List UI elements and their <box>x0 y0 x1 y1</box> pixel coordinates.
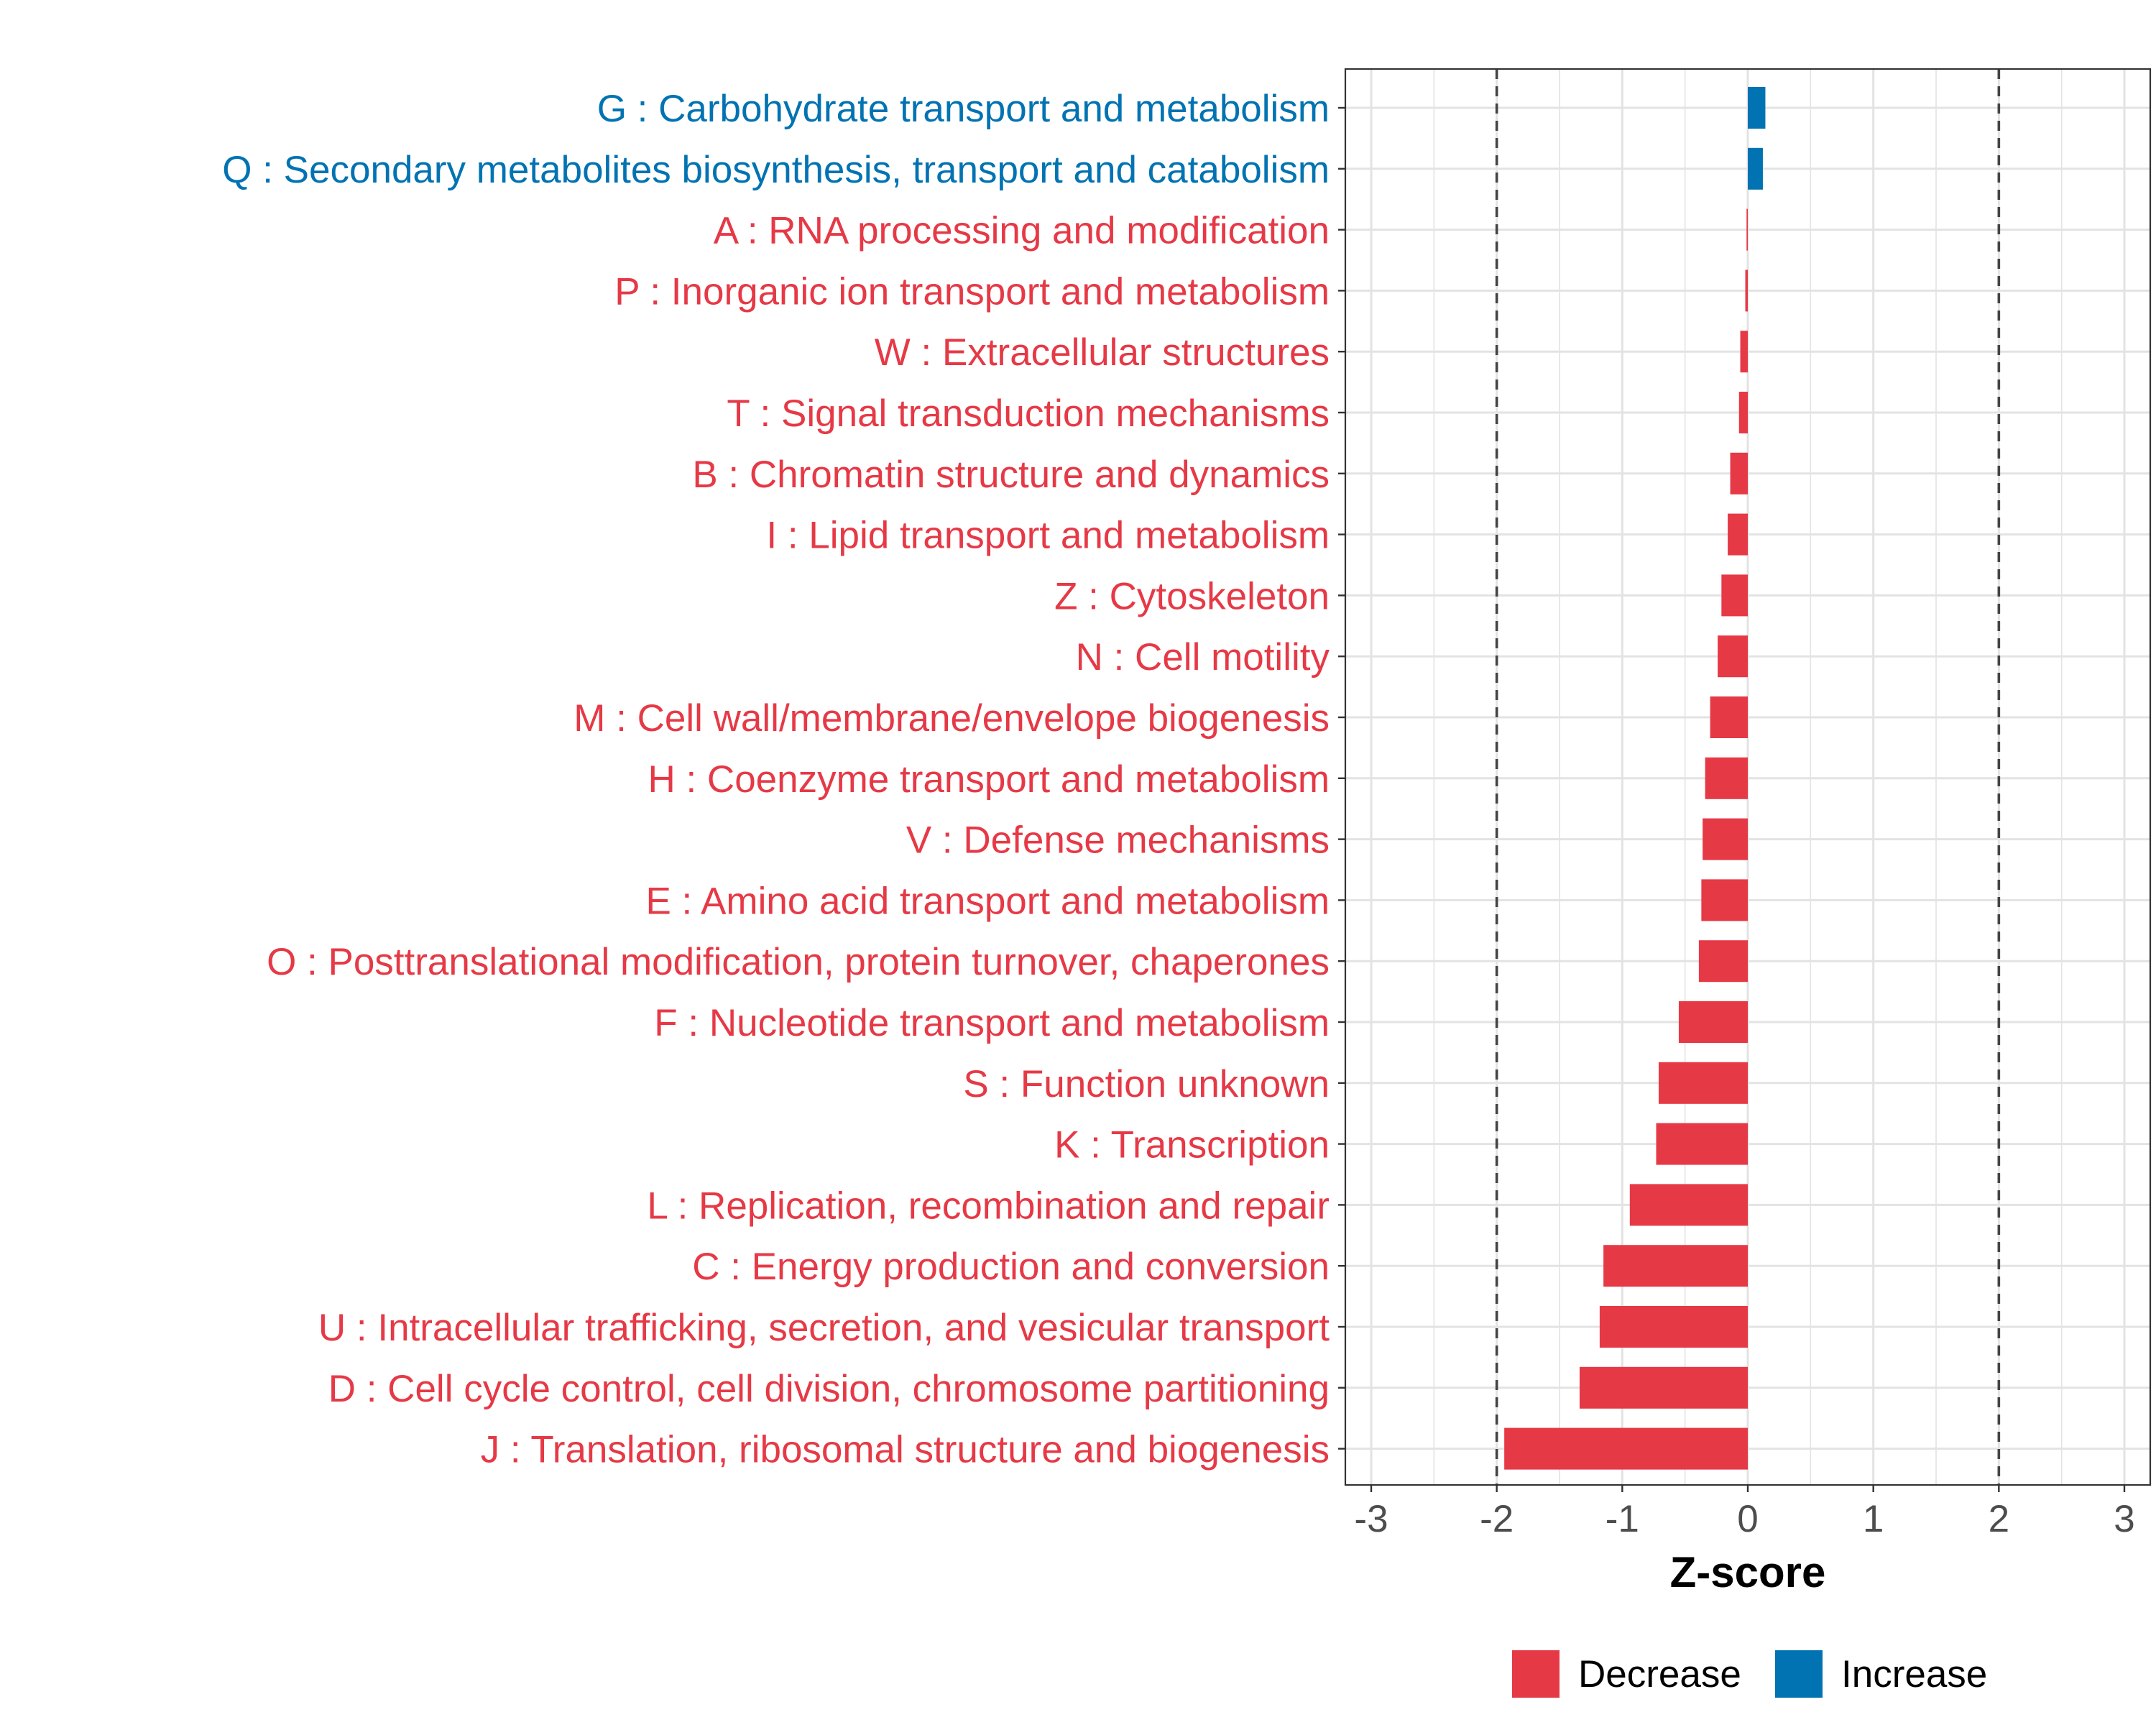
y-tick-label: I : Lipid transport and metabolism <box>766 515 1330 557</box>
x-axis-ticks: -3 -2 -1 0 1 2 3 <box>1354 1485 2135 1540</box>
legend-label-decrease: Decrease <box>1578 1653 1741 1696</box>
legend: Decrease Increase <box>1512 1650 1987 1698</box>
bar <box>1658 1062 1748 1104</box>
y-tick-label: K : Transcription <box>1054 1124 1330 1167</box>
y-tick-label: M : Cell wall/membrane/envelope biogenes… <box>573 697 1330 740</box>
y-tick-label: T : Signal transduction mechanisms <box>727 392 1330 435</box>
legend-swatch-decrease <box>1512 1650 1560 1698</box>
bar <box>1748 87 1766 129</box>
y-tick-label: C : Energy production and conversion <box>692 1246 1330 1288</box>
y-tick-label: D : Cell cycle control, cell division, c… <box>328 1368 1330 1410</box>
bar <box>1603 1245 1748 1287</box>
bar <box>1746 208 1748 251</box>
bar <box>1748 147 1763 190</box>
bar <box>1698 940 1748 983</box>
y-tick-label: E : Amino acid transport and metabolism <box>645 880 1330 922</box>
x-tick-label: 3 <box>2114 1498 2134 1540</box>
y-tick-label: P : Inorganic ion transport and metaboli… <box>614 270 1330 313</box>
bar <box>1599 1306 1748 1348</box>
x-tick-label: -2 <box>1480 1498 1514 1540</box>
bar <box>1656 1123 1748 1165</box>
x-tick-label: 2 <box>1989 1498 2009 1540</box>
y-tick-label: Z : Cytoskeleton <box>1054 575 1330 617</box>
y-tick-label: S : Function unknown <box>963 1063 1330 1105</box>
y-tick-label: W : Extracellular structures <box>875 331 1330 374</box>
bar <box>1738 392 1748 433</box>
legend-swatch-increase <box>1775 1650 1823 1698</box>
bar <box>1705 757 1748 799</box>
y-tick-label: U : Intracellular trafficking, secretion… <box>318 1307 1330 1349</box>
bar <box>1710 696 1748 738</box>
y-tick-label: Q : Secondary metabolites biosynthesis, … <box>222 149 1330 191</box>
reference-lines <box>1495 69 2001 1485</box>
x-axis-title: Z-score <box>1670 1548 1826 1596</box>
y-tick-label: L : Replication, recombination and repai… <box>647 1184 1330 1227</box>
legend-label-increase: Increase <box>1841 1653 1987 1696</box>
bar <box>1629 1184 1748 1226</box>
bar <box>1730 452 1748 494</box>
y-tick-label: V : Defense mechanisms <box>906 819 1330 862</box>
bar <box>1721 574 1748 617</box>
y-tick-label: B : Chromatin structure and dynamics <box>692 454 1330 496</box>
y-axis-ticks <box>1338 106 1345 1450</box>
x-tick-label: -1 <box>1606 1498 1639 1540</box>
bar <box>1701 879 1748 921</box>
bar <box>1718 635 1748 678</box>
y-axis-category-labels: G : Carbohydrate transport and metabolis… <box>222 88 1330 1471</box>
bar <box>1678 1001 1748 1043</box>
y-tick-label: H : Coenzyme transport and metabolism <box>648 758 1330 801</box>
x-tick-label: 0 <box>1737 1498 1758 1540</box>
x-tick-label: -3 <box>1354 1498 1388 1540</box>
y-tick-label: A : RNA processing and modification <box>714 210 1330 252</box>
y-tick-label: G : Carbohydrate transport and metabolis… <box>597 88 1330 130</box>
bar <box>1504 1427 1748 1470</box>
y-tick-label: F : Nucleotide transport and metabolism <box>654 1002 1330 1044</box>
bar <box>1728 513 1748 556</box>
y-tick-label: N : Cell motility <box>1076 636 1330 678</box>
bar <box>1579 1366 1748 1409</box>
bar <box>1740 331 1748 373</box>
bar <box>1703 818 1748 860</box>
y-tick-label: O : Posttranslational modification, prot… <box>267 941 1330 983</box>
x-tick-label: 1 <box>1863 1498 1884 1540</box>
y-tick-label: J : Translation, ribosomal structure and… <box>481 1429 1330 1471</box>
bar <box>1745 270 1748 312</box>
bars <box>1504 87 1766 1470</box>
